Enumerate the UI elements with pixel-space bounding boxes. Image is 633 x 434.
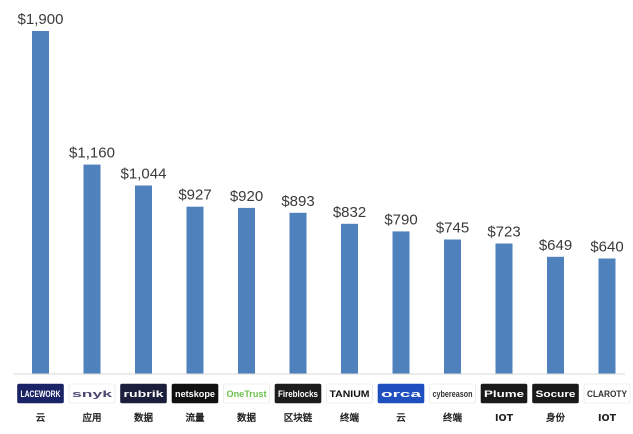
logo-background [429,383,476,404]
logo-background [274,383,322,404]
category-label: 应用 [82,412,101,424]
bar [444,239,461,374]
logo-background [377,383,425,404]
bar [392,231,410,374]
value-label: $920 [230,188,263,205]
logo-text: OneTrust [227,389,267,399]
company-logo: orca [377,383,425,404]
value-label: $640 [590,239,623,256]
value-label: $927 [178,187,211,204]
logo-text: Fireblocks [278,389,318,399]
logo-background [68,383,116,404]
logo-background [120,383,167,404]
bars-group [32,31,616,374]
value-label: $832 [333,204,366,221]
category-label: 云 [396,413,406,424]
logo-background [171,383,219,404]
category-label: 终端 [442,412,463,424]
logo-background [326,383,373,404]
logo-background [583,383,631,404]
company-logo: rubrik [120,383,167,404]
value-label: $1,900 [18,11,64,28]
logo-text: LACEWORK [21,389,61,399]
value-label: $723 [487,224,520,241]
logo-background [17,383,64,404]
bar [547,256,564,374]
category-label: 区块链 [284,412,313,424]
logo-text: rubrik [124,389,166,399]
value-label: $790 [384,211,417,228]
category-label: IOT [598,413,617,424]
value-labels-group: $1,900 $1,160 $1,044 $927 $920 $893 $832 $790 $7… [18,11,624,256]
bar [341,223,358,374]
company-logo: Socure [532,383,579,404]
company-logo: Fireblocks [274,383,322,404]
bar [289,212,307,374]
category-label: 云 [36,413,46,424]
category-label: 数据 [133,412,154,424]
company-logo: LACEWORK [17,383,64,404]
bar [598,258,616,374]
category-label: 终端 [339,412,360,424]
company-logo: OneTrust [223,383,270,404]
value-label: $649 [539,237,572,254]
logo-background [532,383,579,404]
bar [32,31,49,374]
company-logo: cybereason [429,383,476,404]
bar [135,185,152,374]
value-label: $1,044 [121,166,167,183]
logo-text: Plume [484,389,524,399]
logo-text: cybereason [433,389,473,399]
company-logo: Plume [480,383,528,404]
logo-text: CLAROTY [587,389,627,399]
logo-text: orca [381,389,423,399]
company-logo: CLAROTY [583,383,631,404]
category-label: 数据 [236,412,257,424]
category-labels-group: 云 应用 数据 流量 数据 区块链 终端 云 终端 IOT 身份 IOT [36,412,617,424]
logo-text: snyk [72,389,114,399]
logo-background [480,383,528,404]
bar [186,206,204,374]
logo-background [223,383,270,404]
category-label: 身份 [546,412,566,424]
logo-text: TANIUM [330,389,370,399]
bar [495,243,513,374]
company-logo: TANIUM [326,383,373,404]
bar [83,164,101,374]
company-logo: netskope [171,383,219,404]
bar [238,207,255,374]
logos-group: LACEWORK snyk rubrik netskope OneTrust Firebl… [17,383,631,404]
company-logo: snyk [68,383,116,404]
logo-text: netskope [175,389,215,399]
logo-text: Socure [536,389,576,399]
value-label: $893 [281,193,314,210]
value-label: $1,160 [69,145,115,162]
value-label: $745 [436,220,469,237]
category-label: 流量 [185,412,205,424]
category-label: IOT [495,413,514,424]
